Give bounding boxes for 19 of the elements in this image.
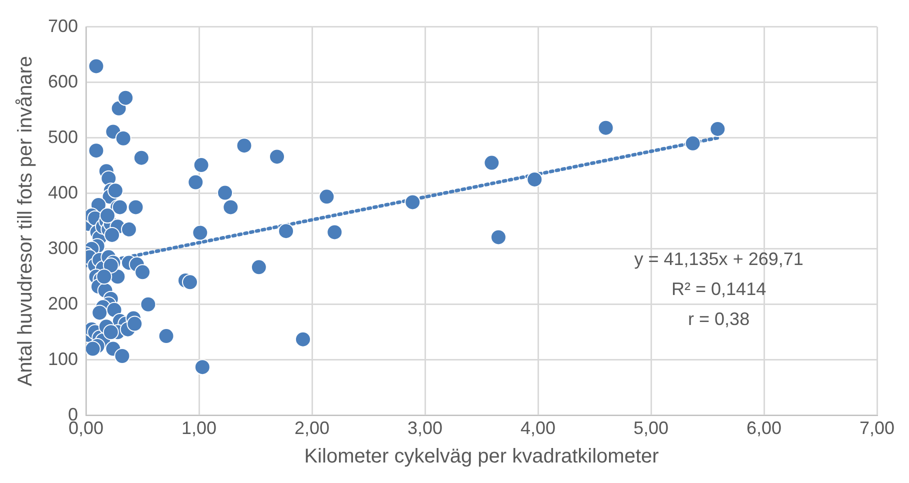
annotation: y = 41,135x + 269,71 (634, 248, 804, 269)
y-tick-label: 200 (48, 293, 78, 314)
y-tick-label: 500 (48, 126, 78, 147)
x-tick-label: 5,00 (633, 418, 669, 438)
annotation: R² = 0,1414 (672, 278, 766, 299)
annotation: r = 0,38 (688, 308, 750, 329)
y-tick-label: 100 (48, 348, 78, 369)
x-axis-title: Kilometer cykelväg per kvadratkilometer (304, 446, 660, 468)
x-tick-label: 7,00 (859, 418, 895, 438)
y-tick-label: 300 (48, 238, 78, 258)
y-tick-label: 600 (48, 71, 78, 92)
x-tick-label: 4,00 (520, 418, 556, 438)
x-tick-label: 3,00 (407, 418, 443, 438)
y-tick-label: 400 (48, 182, 78, 202)
y-tick-label: 700 (48, 16, 78, 36)
y-axis-title: Antal huvudresor till fots per invånare (14, 56, 37, 386)
x-tick-label: 6,00 (746, 418, 782, 438)
x-tick-label: 2,00 (294, 418, 330, 438)
x-tick-label: 1,00 (182, 418, 217, 438)
